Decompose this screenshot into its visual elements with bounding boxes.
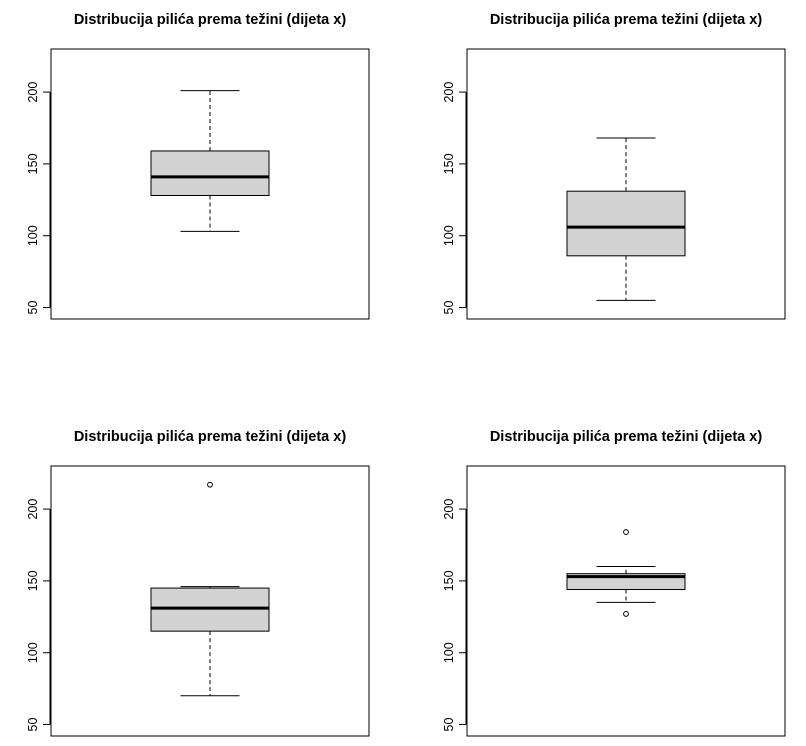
y-tick-label-100: 100 bbox=[26, 642, 40, 663]
outlier-point-1 bbox=[623, 529, 629, 535]
y-tick-label-50: 50 bbox=[26, 301, 40, 315]
plot-frame bbox=[50, 465, 370, 737]
y-tick-label-150: 150 bbox=[442, 153, 456, 174]
chart-title: Distribucija pilića prema težini (dijeta… bbox=[74, 12, 347, 28]
chart-title: Distribucija pilića prema težini (dijeta… bbox=[490, 429, 763, 445]
y-tick-label-100: 100 bbox=[26, 225, 40, 246]
y-axis: 50 100 150 200 bbox=[442, 82, 467, 315]
y-axis: 50 100 150 200 bbox=[26, 499, 51, 732]
chart-title: Distribucija pilića prema težini (dijeta… bbox=[490, 12, 763, 28]
y-tick-label-200: 200 bbox=[442, 499, 456, 520]
y-tick-label-50: 50 bbox=[442, 718, 456, 732]
y-tick-label-150: 150 bbox=[26, 153, 40, 174]
y-tick-label-200: 200 bbox=[26, 82, 40, 103]
iqr-box bbox=[566, 190, 686, 257]
y-tick-label-50: 50 bbox=[442, 301, 456, 315]
chart-title: Distribucija pilića prema težini (dijeta… bbox=[74, 429, 347, 445]
plot-frame bbox=[50, 48, 370, 320]
boxplot-panel-3: Distribucija pilića prema težini (dijeta… bbox=[26, 429, 370, 737]
iqr-box bbox=[150, 150, 270, 196]
boxplot-panel-1: Distribucija pilića prema težini (dijeta… bbox=[26, 12, 370, 320]
y-tick-label-200: 200 bbox=[26, 499, 40, 520]
outlier-point-2 bbox=[623, 611, 629, 617]
plot-frame bbox=[466, 465, 786, 737]
y-tick-label-50: 50 bbox=[26, 718, 40, 732]
plot-frame bbox=[466, 48, 786, 320]
boxplot-panel-2: Distribucija pilića prema težini (dijeta… bbox=[442, 12, 786, 320]
outlier-point-1 bbox=[207, 481, 213, 488]
boxplot-panel-4: Distribucija pilića prema težini (dijeta… bbox=[442, 429, 786, 737]
y-tick-label-200: 200 bbox=[442, 82, 456, 103]
y-tick-label-100: 100 bbox=[442, 642, 456, 663]
y-tick-label-150: 150 bbox=[26, 570, 40, 591]
y-tick-label-150: 150 bbox=[442, 570, 456, 591]
y-axis: 50 100 150 200 bbox=[442, 499, 467, 732]
y-tick-label-100: 100 bbox=[442, 225, 456, 246]
y-axis: 50 100 150 200 bbox=[26, 82, 51, 315]
